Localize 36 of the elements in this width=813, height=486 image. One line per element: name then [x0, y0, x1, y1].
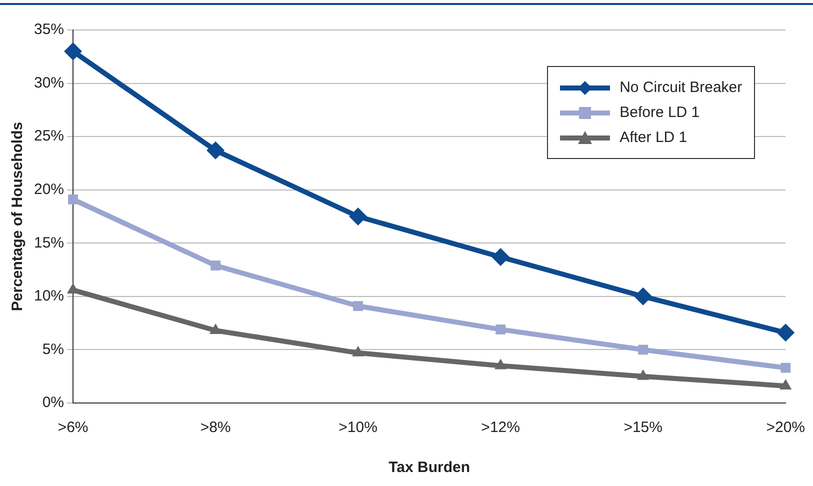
y-tick-label: 20%	[34, 181, 64, 198]
y-axis-title: Percentage of Households	[9, 122, 26, 312]
point	[352, 346, 364, 356]
point	[638, 344, 648, 355]
y-tick-label: 35%	[34, 21, 64, 38]
point	[64, 42, 82, 60]
point	[494, 358, 507, 370]
point	[776, 324, 795, 342]
point	[492, 248, 510, 266]
x-tick-label: >12%	[481, 419, 520, 436]
point	[634, 287, 652, 306]
legend-label: After LD 1	[620, 129, 688, 146]
point	[353, 301, 364, 311]
legend-label: No Circuit Breaker	[620, 79, 742, 96]
x-tick-label: >8%	[200, 419, 231, 436]
y-tick-label: 15%	[34, 234, 64, 252]
point	[209, 324, 222, 334]
y-tick-label: 25%	[34, 128, 64, 145]
y-tick-label: 5%	[42, 340, 64, 358]
legend-label: Before LD 1	[620, 104, 700, 121]
point	[349, 208, 368, 226]
x-tick-label: >10%	[338, 419, 378, 436]
y-tick-label: 0%	[42, 394, 64, 412]
point	[496, 324, 506, 334]
point	[68, 194, 78, 204]
x-axis-title: Tax Burden	[388, 459, 470, 476]
x-tick-label: >6%	[58, 419, 88, 436]
y-tick-label: 30%	[34, 74, 64, 92]
x-tick-label: >20%	[766, 419, 806, 436]
point	[780, 362, 791, 373]
point	[206, 141, 225, 160]
y-tick-label: 10%	[34, 288, 64, 305]
point	[780, 378, 792, 390]
x-tick-label: >15%	[624, 419, 662, 436]
point	[637, 369, 650, 380]
point	[210, 260, 220, 270]
